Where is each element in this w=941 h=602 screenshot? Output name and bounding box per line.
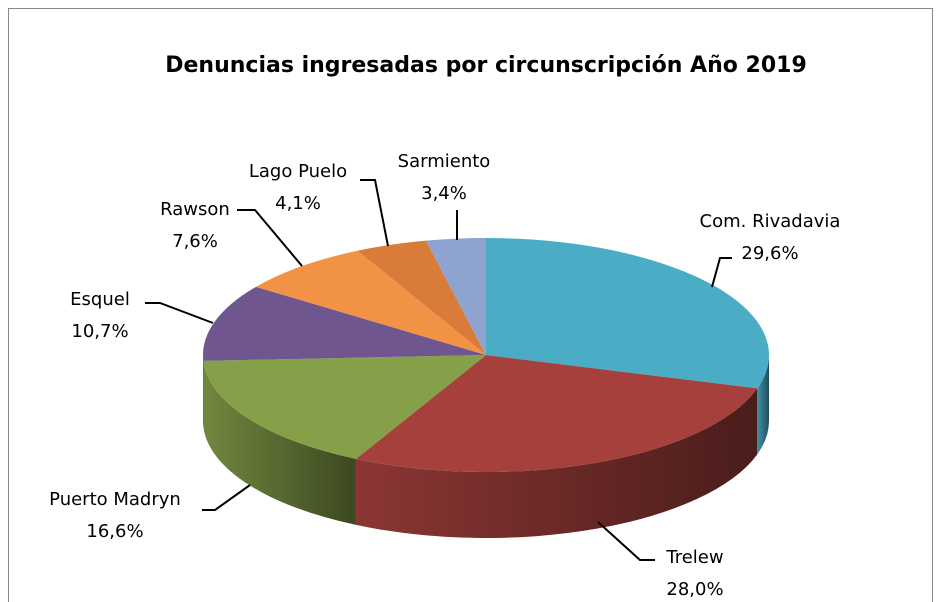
value-label: 3,4% xyxy=(421,183,467,204)
slice xyxy=(486,238,769,389)
leader-line xyxy=(145,302,214,324)
slice xyxy=(203,286,486,361)
value-label: 29,6% xyxy=(741,243,798,264)
slice-side xyxy=(355,388,758,539)
slice xyxy=(357,240,486,355)
chart-border xyxy=(8,8,933,602)
category-label: Sarmiento xyxy=(398,151,491,172)
category-label: Com. Rivadavia xyxy=(700,211,841,232)
leader-line xyxy=(237,209,303,267)
value-label: 7,6% xyxy=(172,231,218,252)
category-label: Puerto Madryn xyxy=(49,489,181,510)
slice-side xyxy=(203,360,356,525)
slice xyxy=(426,238,486,355)
chart-title: Denuncias ingresadas por circunscripción… xyxy=(165,53,807,78)
value-label: 16,6% xyxy=(86,521,143,542)
category-label: Esquel xyxy=(70,289,130,310)
value-label: 4,1% xyxy=(275,193,321,214)
leader-line xyxy=(360,179,389,247)
category-label: Trelew xyxy=(665,547,723,568)
category-label: Rawson xyxy=(160,199,230,220)
leader-line xyxy=(711,257,732,288)
leader-line xyxy=(202,484,251,511)
slice xyxy=(256,250,486,355)
slice xyxy=(355,355,758,473)
slice-side xyxy=(757,355,769,455)
category-label: Lago Puelo xyxy=(249,161,347,182)
value-label: 10,7% xyxy=(71,321,128,342)
value-label: 28,0% xyxy=(666,579,723,600)
leader-line xyxy=(597,521,655,561)
slice xyxy=(203,355,487,459)
